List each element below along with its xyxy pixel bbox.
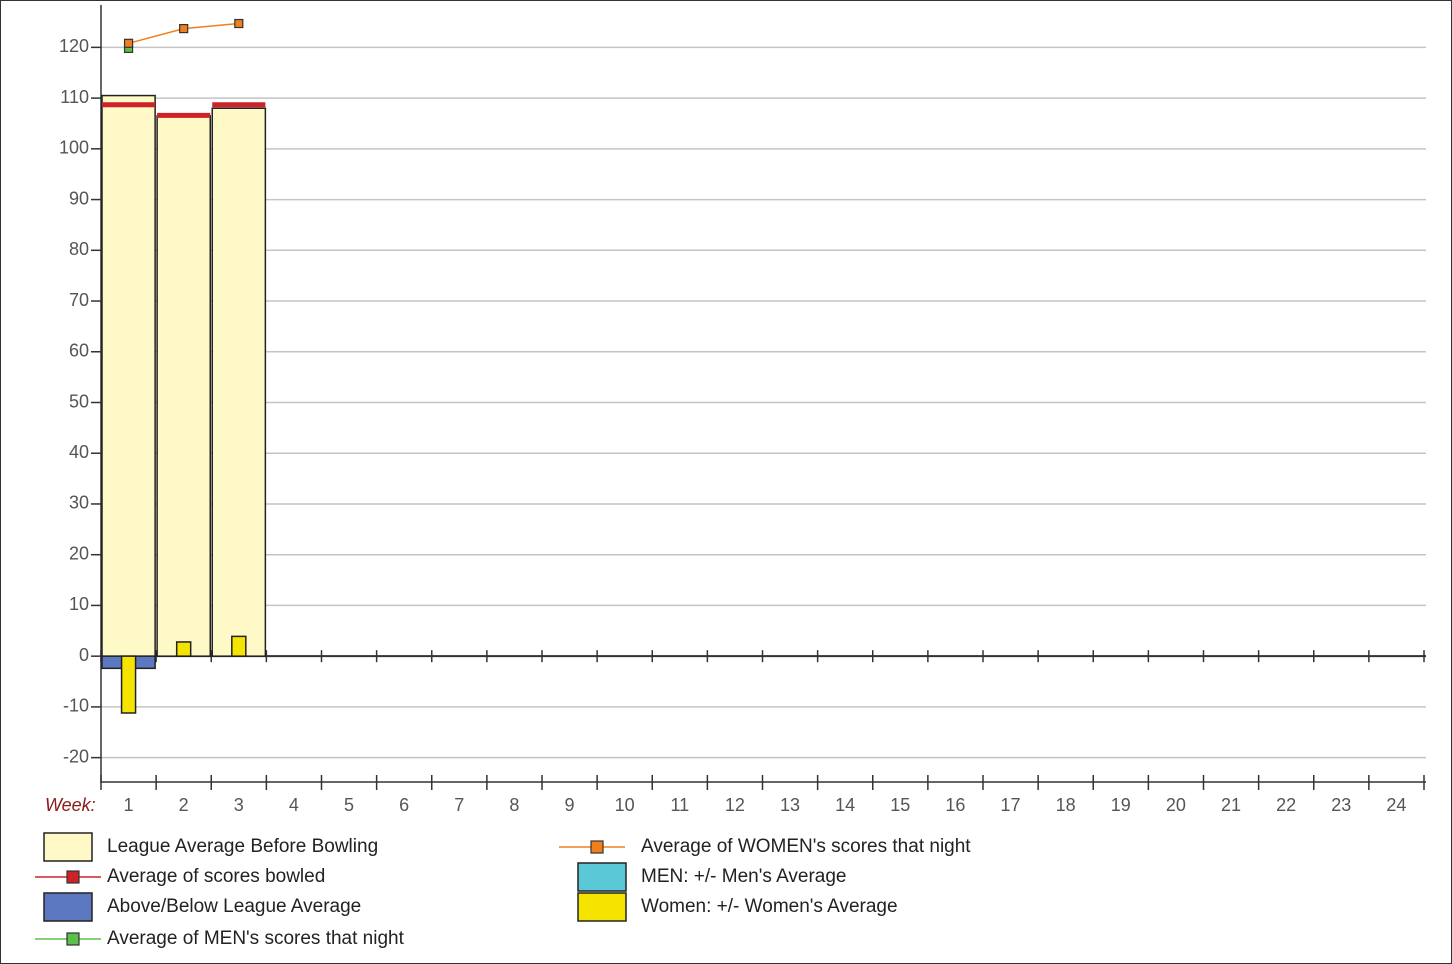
x-tick-label: 5 — [344, 795, 354, 815]
y-tick-label: 120 — [59, 36, 89, 56]
y-tick-label: 10 — [69, 594, 89, 614]
legend-marker — [66, 870, 80, 884]
x-tick-label: 3 — [234, 795, 244, 815]
x-tick-label: 12 — [725, 795, 745, 815]
bar — [156, 115, 211, 657]
y-tick-label: -20 — [63, 746, 89, 766]
legend-label: Above/Below League Average — [107, 896, 361, 917]
bar — [211, 107, 267, 657]
y-tick-label: 50 — [69, 391, 89, 411]
x-tick-label: 17 — [1001, 795, 1021, 815]
y-tick-label: 20 — [69, 543, 89, 563]
legend-label: Average of MEN's scores that night — [107, 928, 405, 949]
bar — [120, 655, 137, 714]
x-tick-label: 2 — [179, 795, 189, 815]
legend-label: League Average Before Bowling — [107, 836, 378, 857]
x-tick-label: 11 — [670, 795, 689, 815]
x-tick-label: 1 — [124, 795, 134, 815]
x-tick-label: 16 — [945, 795, 965, 815]
bar — [175, 641, 192, 657]
x-tick-label: 24 — [1386, 795, 1406, 815]
x-tick-label: 13 — [780, 795, 800, 815]
y-tick-label: 80 — [69, 239, 89, 259]
y-tick-label: 40 — [69, 442, 89, 462]
y-tick-label: 70 — [69, 290, 89, 310]
bar — [101, 94, 156, 657]
legend-label: MEN: +/- Men's Average — [641, 866, 847, 887]
legend-swatch — [43, 892, 93, 922]
marker — [123, 38, 134, 48]
legend-swatch — [577, 892, 627, 922]
legend-swatch — [43, 832, 93, 862]
x-tick-label: 8 — [509, 795, 519, 815]
y-tick-label: -10 — [63, 696, 89, 716]
y-tick-label: 60 — [69, 341, 89, 361]
legend-label: Average of WOMEN's scores that night — [641, 836, 971, 857]
x-tick-label: 6 — [399, 795, 409, 815]
x-tick-label: 20 — [1166, 795, 1186, 815]
marker — [234, 18, 244, 29]
bar — [231, 635, 247, 657]
legend-swatch — [577, 862, 627, 892]
y-tick-label: 30 — [69, 493, 89, 513]
marker — [179, 23, 189, 34]
x-tick-label: 23 — [1331, 795, 1351, 815]
x-tick-label: 4 — [289, 795, 299, 815]
x-tick-label: 21 — [1221, 795, 1241, 815]
y-tick-label: 100 — [59, 138, 89, 158]
x-axis-label: Week: — [45, 795, 96, 815]
x-tick-label: 9 — [565, 795, 575, 815]
x-tick-label: 18 — [1056, 795, 1076, 815]
y-tick-label: 90 — [69, 188, 89, 208]
x-tick-label: 7 — [454, 795, 464, 815]
legend-marker — [66, 932, 80, 946]
y-tick-label: 110 — [60, 87, 89, 107]
y-tick-label: 0 — [79, 645, 89, 665]
x-tick-label: 14 — [835, 795, 855, 815]
legend-marker — [590, 840, 604, 854]
x-tick-label: 10 — [615, 795, 635, 815]
legend-label: Women: +/- Women's Average — [641, 896, 898, 917]
x-tick-label: 19 — [1111, 795, 1131, 815]
x-tick-label: 15 — [890, 795, 910, 815]
legend-label: Average of scores bowled — [107, 866, 325, 887]
x-tick-label: 22 — [1276, 795, 1296, 815]
